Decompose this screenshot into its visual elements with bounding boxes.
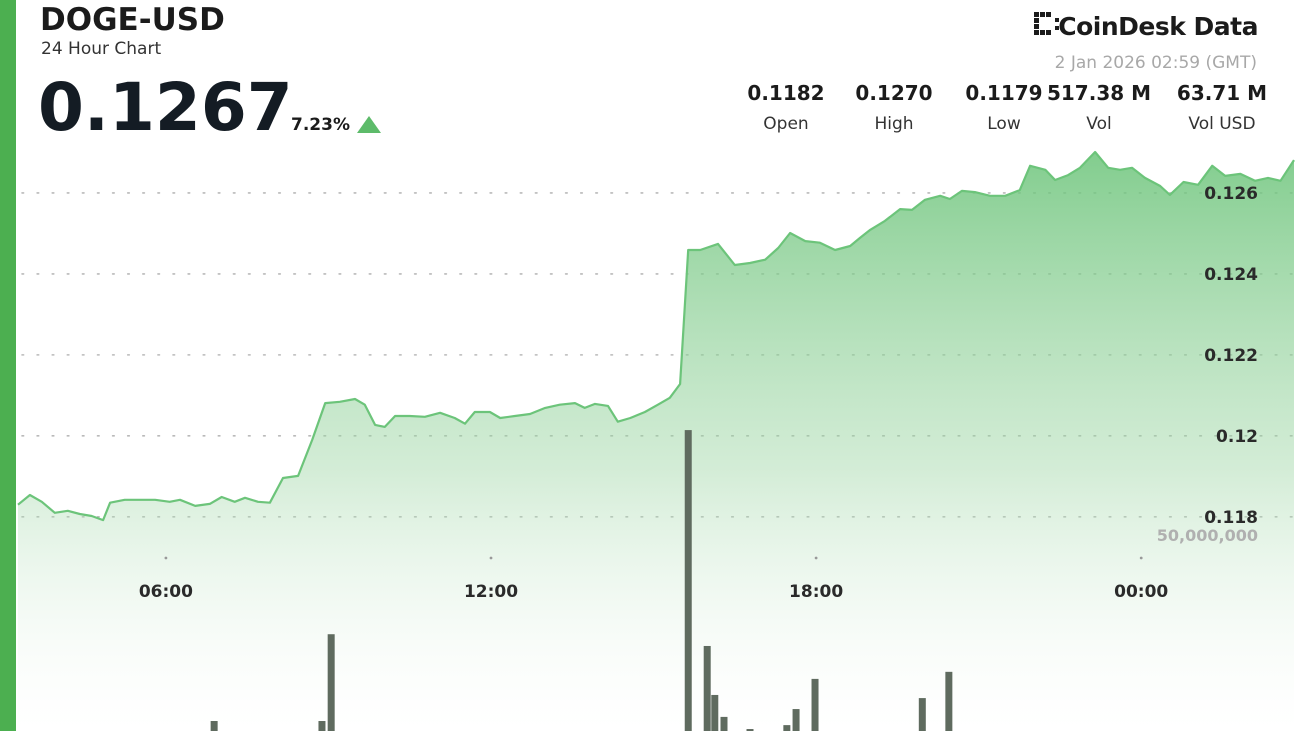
volume-bar [783, 725, 791, 731]
up-arrow [357, 116, 381, 133]
x-tick-label: 18:00 [789, 582, 843, 602]
timestamp: 2 Jan 2026 02:59 (GMT) [1055, 53, 1257, 73]
stat-value: 0.1182 [747, 81, 824, 105]
change-percent: 7.23% [291, 115, 350, 135]
stat-value: 63.71 M [1177, 81, 1267, 105]
stat-value: 517.38 M [1047, 81, 1151, 105]
x-tick-label: 12:00 [464, 582, 518, 602]
volume-bar [684, 430, 692, 731]
x-tick-mark [164, 556, 168, 560]
brand-name: CoinDesk Data [1058, 12, 1258, 41]
volume-bar [318, 721, 326, 731]
current-price: 0.1267 [38, 69, 293, 146]
x-tick-label: 06:00 [139, 582, 193, 602]
brand-logo [1034, 12, 1059, 35]
volume-bar [210, 721, 218, 731]
area-layer [17, 150, 1295, 731]
volume-bar [746, 729, 754, 731]
y-tick-label: 0.12 [1216, 427, 1258, 447]
price-line [17, 150, 1295, 522]
y-tick-label: 0.122 [1204, 346, 1258, 366]
volume-bar [811, 678, 819, 731]
subtitle: 24 Hour Chart [41, 39, 161, 59]
x-tick-label: 00:00 [1114, 582, 1168, 602]
volume-bar [703, 645, 711, 731]
stat-label: Vol [1086, 114, 1111, 134]
volume-bar [792, 709, 800, 731]
volume-bar [945, 671, 953, 731]
stat-label: High [874, 114, 913, 134]
stat-value: 0.1270 [855, 81, 932, 105]
y-tick-label: 0.124 [1204, 265, 1258, 285]
bar-layer [210, 430, 953, 731]
symbol-title: DOGE-USD [40, 2, 225, 38]
stat-value: 0.1179 [965, 81, 1042, 105]
stats: 0.1182 Open 0.1270 High 0.1179 Low 517.38 M Vol… [747, 81, 1267, 134]
accent-bar [0, 0, 16, 731]
y-tick-label: 0.118 [1204, 508, 1258, 528]
volume-bar [720, 716, 728, 731]
y2-tick-label: 50,000,000 [1157, 526, 1258, 545]
stat-label: Open [763, 114, 808, 134]
y-tick-label: 0.126 [1204, 184, 1258, 204]
stat-label: Vol USD [1188, 114, 1255, 134]
area-fill [18, 152, 1294, 731]
x-tick-mark [1139, 556, 1143, 560]
stat-label: Low [987, 114, 1021, 134]
x-tick-mark [814, 556, 818, 560]
volume-bar [711, 694, 719, 731]
volume-bar [327, 634, 335, 731]
volume-bar [918, 698, 926, 731]
x-tick-mark [489, 556, 493, 560]
